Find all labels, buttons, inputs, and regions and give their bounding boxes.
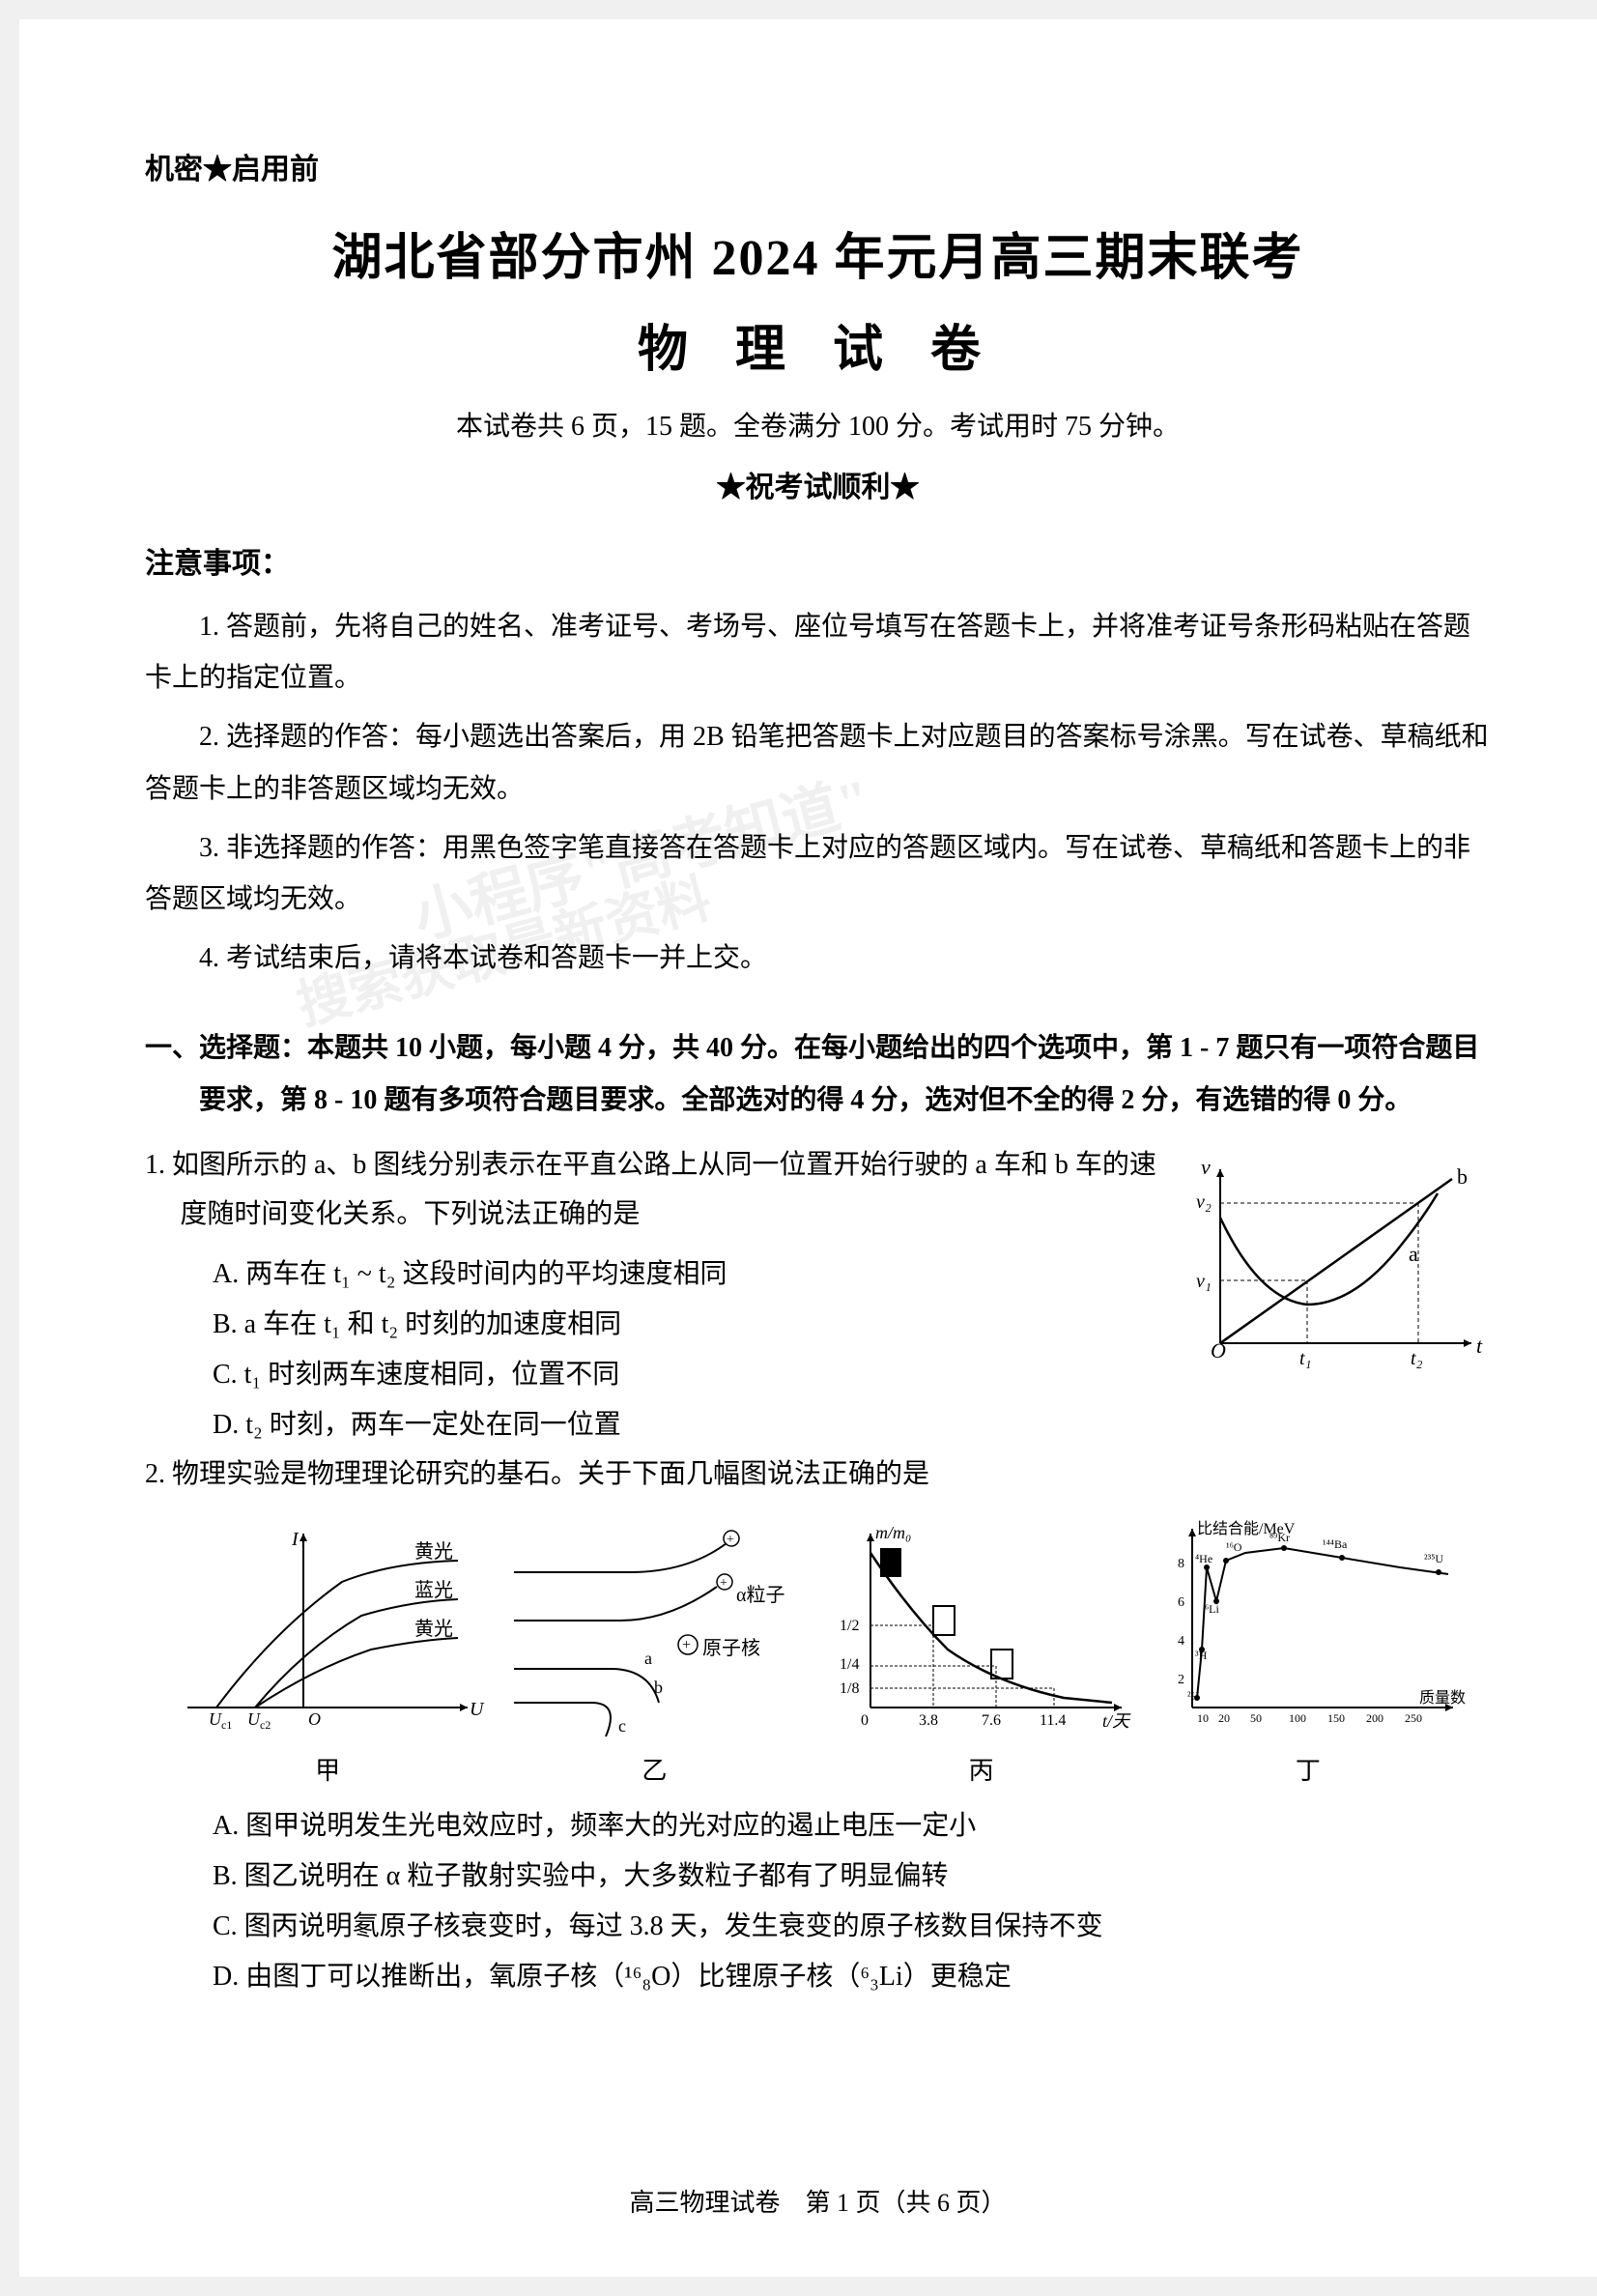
svg-text:2: 2 — [1178, 1673, 1184, 1687]
svg-text:100: 100 — [1289, 1711, 1306, 1725]
svg-text:c: c — [618, 1716, 626, 1736]
svg-text:200: 200 — [1366, 1711, 1383, 1725]
svg-text:²H: ²H — [1187, 1689, 1200, 1703]
page-footer: 高三物理试卷 第 1 页（共 6 页） — [19, 2183, 1597, 2219]
svg-text:U: U — [247, 1709, 261, 1729]
svg-text:U: U — [470, 1699, 485, 1720]
q1-option-d: D. t₂ 时刻，两车一定处在同一位置 — [145, 1400, 1162, 1450]
svg-text:1/8: 1/8 — [840, 1680, 859, 1697]
svg-text:I: I — [291, 1529, 299, 1550]
section-1-header: 一、选择题：本题共 10 小题，每小题 4 分，共 40 分。在每小题给出的四个… — [145, 1022, 1491, 1125]
q1-option-b: B. a 车在 t₁ 和 t₂ 时刻的加速度相同 — [145, 1300, 1162, 1350]
svg-text:⁸⁹Kr: ⁸⁹Kr — [1269, 1531, 1290, 1544]
svg-text:³H: ³H — [1195, 1649, 1208, 1662]
svg-text:²³⁵U: ²³⁵U — [1424, 1552, 1443, 1565]
svg-text:b: b — [1457, 1164, 1468, 1189]
svg-text:c2: c2 — [260, 1718, 271, 1732]
svg-text:+: + — [727, 1533, 734, 1547]
sub-title: 物 理 试 卷 — [145, 308, 1491, 381]
svg-text:a: a — [644, 1649, 652, 1668]
svg-text:+: + — [682, 1637, 691, 1653]
svg-text:v₂: v₂ — [1196, 1191, 1212, 1213]
q1-velocity-graph: O t v b a v₁ v₂ t₁ t₂ — [1182, 1150, 1491, 1372]
svg-text:黄光: 黄光 — [414, 1540, 453, 1563]
svg-text:t: t — [1476, 1334, 1483, 1358]
svg-text:蓝光: 蓝光 — [414, 1579, 453, 1601]
svg-text:8: 8 — [1178, 1557, 1184, 1571]
svg-text:0: 0 — [861, 1712, 869, 1729]
svg-text:1/2: 1/2 — [840, 1618, 859, 1634]
q2-graph-ding: 比结合能/MeV 质量数 8 6 4 2 10 20 50 100 150 20… — [1149, 1514, 1468, 1787]
svg-text:20: 20 — [1218, 1711, 1230, 1725]
exam-info: 本试卷共 6 页，15 题。全卷满分 100 分。考试用时 75 分钟。 — [145, 405, 1491, 444]
q2-option-b: B. 图乙说明在 α 粒子散射实验中，大多数粒子都有了明显偏转 — [145, 1851, 1491, 1902]
q2-stem: 2. 物理实验是物理理论研究的基石。关于下面几幅图说法正确的是 — [145, 1449, 1491, 1500]
svg-text:¹⁶O: ¹⁶O — [1226, 1540, 1242, 1554]
graph-label-yi: 乙 — [495, 1751, 813, 1787]
svg-text:m/m₀: m/m₀ — [875, 1523, 911, 1542]
q2-graphs-row: I U O Uc1 Uc2 黄光 蓝光 黄光 甲 — [145, 1514, 1491, 1787]
svg-text:11.4: 11.4 — [1040, 1712, 1066, 1729]
svg-text:t/天: t/天 — [1102, 1711, 1131, 1731]
confidential-mark: 机密★启用前 — [145, 145, 1491, 187]
svg-text:⁶Li: ⁶Li — [1205, 1602, 1220, 1616]
graph-label-ding: 丁 — [1149, 1751, 1468, 1787]
svg-text:U: U — [209, 1709, 222, 1729]
svg-text:v: v — [1201, 1155, 1211, 1179]
svg-text:黄光: 黄光 — [414, 1618, 453, 1640]
graph-label-bing: 丙 — [822, 1751, 1141, 1787]
svg-text:¹⁴⁴Ba: ¹⁴⁴Ba — [1323, 1537, 1348, 1551]
svg-text:10: 10 — [1197, 1711, 1209, 1725]
question-1: 1. 如图所示的 a、b 图线分别表示在平直公路上从同一位置开始行驶的 a 车和… — [145, 1140, 1491, 1450]
svg-text:3.8: 3.8 — [919, 1712, 938, 1729]
q2-option-a: A. 图甲说明发生光电效应时，频率大的光对应的遏止电压一定小 — [145, 1801, 1491, 1851]
svg-text:原子核: 原子核 — [702, 1637, 760, 1659]
svg-text:1/4: 1/4 — [840, 1656, 859, 1673]
svg-text:t₁: t₁ — [1299, 1348, 1312, 1369]
q1-option-c: C. t₁ 时刻两车速度相同，位置不同 — [145, 1350, 1162, 1400]
graph-label-jia: 甲 — [168, 1751, 487, 1787]
notice-item-3: 3. 非选择题的作答：用黑色签字笔直接答在答题卡上对应的答题区域内。写在试卷、草… — [145, 822, 1491, 925]
notice-item-2: 2. 选择题的作答：每小题选出答案后，用 2B 铅笔把答题卡上对应题目的答案标号… — [145, 711, 1491, 814]
notice-item-4: 4. 考试结束后，请将本试卷和答题卡一并上交。 — [145, 933, 1491, 984]
svg-text:b: b — [654, 1678, 663, 1697]
exam-page: 小程序"高考知道" 搜索获取最新资料 机密★启用前 湖北省部分市州 2024 年… — [19, 19, 1597, 2277]
svg-text:250: 250 — [1405, 1711, 1422, 1725]
svg-text:150: 150 — [1327, 1711, 1345, 1725]
q2-graph-bing: m/m₀ t/天 0 3.8 7.6 11.4 1/2 1/4 1/8 — [822, 1514, 1141, 1787]
good-luck: ★祝考试顺利★ — [145, 463, 1491, 505]
svg-text:+: + — [720, 1576, 727, 1591]
svg-text:7.6: 7.6 — [982, 1712, 1001, 1729]
q2-option-d: D. 由图丁可以推断出，氧原子核（¹⁶₈O）比锂原子核（⁶₃Li）更稳定 — [145, 1952, 1491, 2002]
svg-text:50: 50 — [1250, 1711, 1262, 1725]
svg-text:v₁: v₁ — [1196, 1271, 1212, 1292]
notice-header: 注意事项： — [145, 539, 1491, 582]
q2-graph-yi: a b c + + + α粒子 原子核 乙 — [495, 1514, 813, 1787]
notice-item-1: 1. 答题前，先将自己的姓名、准考证号、考场号、座位号填写在答题卡上，并将准考证… — [145, 601, 1491, 703]
svg-text:α粒子: α粒子 — [736, 1584, 784, 1606]
svg-text:c1: c1 — [221, 1718, 232, 1732]
svg-text:⁴He: ⁴He — [1195, 1552, 1212, 1565]
q1-stem: 1. 如图所示的 a、b 图线分别表示在平直公路上从同一位置开始行驶的 a 车和… — [145, 1140, 1162, 1241]
main-title: 湖北省部分市州 2024 年元月高三期末联考 — [145, 216, 1491, 289]
svg-text:t₂: t₂ — [1411, 1348, 1423, 1369]
svg-text:O: O — [308, 1709, 321, 1729]
q1-option-a: A. 两车在 t₁ ~ t₂ 这段时间内的平均速度相同 — [145, 1249, 1162, 1300]
q2-graph-jia: I U O Uc1 Uc2 黄光 蓝光 黄光 甲 — [168, 1514, 487, 1787]
svg-text:6: 6 — [1178, 1595, 1184, 1610]
q2-option-c: C. 图丙说明氡原子核衰变时，每过 3.8 天，发生衰变的原子核数目保持不变 — [145, 1902, 1491, 1952]
svg-text:a: a — [1409, 1242, 1418, 1266]
svg-text:4: 4 — [1178, 1634, 1184, 1649]
svg-text:质量数: 质量数 — [1419, 1689, 1466, 1707]
